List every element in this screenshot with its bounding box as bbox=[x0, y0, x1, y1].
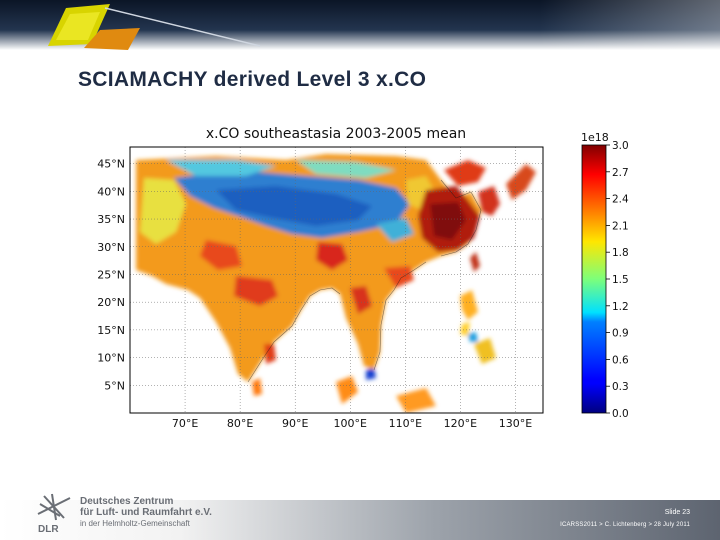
lon-tick-label: 80°E bbox=[227, 417, 253, 430]
lat-tick-label: 25°N bbox=[97, 268, 125, 281]
footer-caption: ICARSS2011 > C. Lichtenberg > 28 July 20… bbox=[560, 522, 690, 528]
logo-line-2: für Luft- und Raumfahrt e.V. bbox=[80, 507, 212, 518]
dlr-logo-text: Deutsches Zentrum für Luft- und Raumfahr… bbox=[80, 496, 212, 529]
lat-tick-label: 10°N bbox=[97, 352, 125, 365]
colorbar-tick-label: 3.0 bbox=[612, 140, 629, 152]
map-frame bbox=[129, 146, 544, 414]
footer: DLR Deutsches Zentrum für Luft- und Raum… bbox=[0, 484, 720, 540]
colorbar-tick-label: 0.3 bbox=[612, 381, 629, 393]
lat-tick-label: 45°N bbox=[97, 158, 125, 171]
slide-number: Slide 23 bbox=[664, 509, 690, 516]
colorbar-exponent: 1e18 bbox=[581, 131, 609, 144]
colorbar-tick-label: 1.8 bbox=[612, 247, 629, 259]
lat-tick-label: 15°N bbox=[97, 324, 125, 337]
colorbar-gradient bbox=[581, 144, 607, 414]
lat-tick-label: 35°N bbox=[97, 213, 125, 226]
lat-tick-label: 5°N bbox=[104, 379, 125, 392]
xco-map-figure: x.CO southeastasia 2003-2005 mean bbox=[97, 126, 629, 430]
footer-band bbox=[0, 500, 720, 540]
longitude-labels: 70°E 80°E 90°E 100°E 110°E 120°E 130°E bbox=[172, 417, 532, 430]
lat-tick-label: 40°N bbox=[97, 185, 125, 198]
slide-title: SCIAMACHY derived Level 3 x.CO bbox=[78, 68, 427, 91]
map-plot-area bbox=[130, 147, 543, 413]
map-title: x.CO southeastasia 2003-2005 mean bbox=[206, 126, 466, 142]
colorbar-tick-label: 2.7 bbox=[612, 167, 629, 179]
coastlines bbox=[247, 179, 482, 383]
colorbar-tick-label: 2.1 bbox=[612, 220, 629, 232]
map-grid bbox=[130, 147, 543, 413]
dlr-logo-icon: DLR bbox=[37, 493, 71, 535]
colorbar-tick-label: 1.2 bbox=[612, 301, 629, 313]
lon-tick-label: 70°E bbox=[172, 417, 198, 430]
lat-tick-label: 30°N bbox=[97, 241, 125, 254]
header-banner bbox=[0, 0, 720, 50]
logo-line-1: Deutsches Zentrum bbox=[80, 496, 174, 507]
lat-tick-label: 20°N bbox=[97, 296, 125, 309]
lon-tick-label: 110°E bbox=[389, 417, 422, 430]
lon-tick-label: 120°E bbox=[444, 417, 477, 430]
xco-field bbox=[136, 154, 536, 413]
colorbar-tick-label: 0.6 bbox=[612, 354, 629, 366]
colorbar-tick-label: 1.5 bbox=[612, 274, 629, 286]
colorbar-tick-label: 0.0 bbox=[612, 408, 629, 420]
colorbar-ticks: 3.0 2.7 2.4 2.1 1.8 1.5 1.2 0.9 0.6 0.3 0.0 bbox=[606, 140, 629, 420]
lon-tick-label: 100°E bbox=[334, 417, 367, 430]
logo-line-3: in der Helmholtz-Gemeinschaft bbox=[80, 519, 190, 528]
lon-tick-label: 130°E bbox=[499, 417, 532, 430]
logo-mark-text: DLR bbox=[38, 524, 59, 535]
colorbar: 1e18 3.0 2.7 2.4 2.1 1.8 1.5 1.2 0.9 0.6 0.3 0.0 bbox=[581, 131, 629, 420]
colorbar-tick-label: 0.9 bbox=[612, 328, 629, 340]
latitude-labels: 45°N 40°N 35°N 30°N 25°N 20°N 15°N 10°N 5°N bbox=[97, 158, 125, 393]
lon-tick-label: 90°E bbox=[282, 417, 308, 430]
colorbar-tick-label: 2.4 bbox=[612, 194, 629, 206]
